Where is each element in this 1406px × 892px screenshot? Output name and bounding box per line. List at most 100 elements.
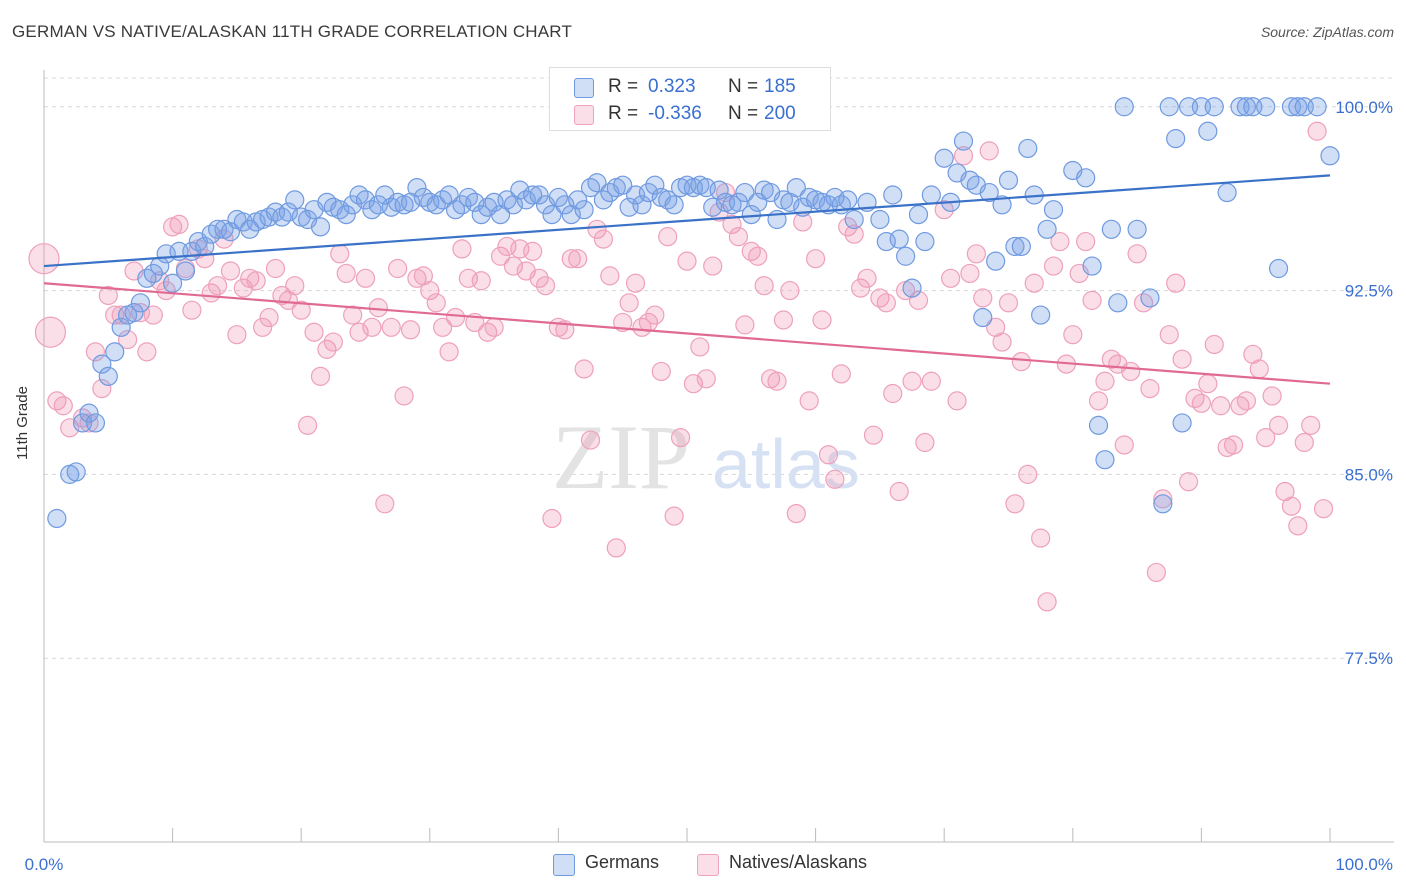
german-point [883,185,903,205]
native-point [246,271,266,291]
german-point [1320,146,1340,166]
native-point [1178,472,1199,492]
native-point [780,280,800,301]
native-point [1063,325,1083,345]
native-point [1281,496,1302,516]
native-point [1043,256,1064,276]
native-point [330,244,350,264]
y-tick-label: 92.5% [1345,282,1393,301]
native-point [1268,415,1289,435]
german-point [574,200,594,220]
native-point [1050,231,1070,252]
points-layer [28,97,1340,612]
native-point [156,280,176,301]
native-point [876,293,896,313]
german-point [1011,236,1031,257]
german-point [1268,258,1289,279]
native-point [420,280,440,301]
native-point [1121,361,1141,382]
native-point [349,322,369,342]
german-point [587,173,607,193]
german-point [568,190,588,210]
german-point [355,190,376,210]
german-point [1082,256,1102,276]
y-tick-label: 77.5% [1345,649,1393,668]
german-point [285,190,305,210]
x-tick-label: 100.0% [1335,855,1393,874]
german-point [523,185,543,205]
native-point [381,317,401,337]
german-point [703,197,723,217]
native-point [1153,489,1173,509]
german-point [336,204,356,225]
native-point [606,538,626,558]
native-point [1301,415,1321,435]
native-point [253,317,273,337]
native-point [580,430,601,450]
german-point [870,209,890,230]
german-point [1088,415,1109,435]
legend-row-natives: R = -0.336 N = 200 [550,101,830,127]
native-point [388,258,408,279]
native-point [1307,121,1327,141]
native-point [227,325,247,345]
german-point [1140,288,1160,308]
native-point [960,263,980,284]
native-point [1211,396,1231,416]
native-point [619,293,639,313]
german-point [124,303,144,323]
native-point [600,266,620,286]
native-point [921,371,941,391]
native-point [92,379,112,399]
source-label: Source: ZipAtlas.com [1260,24,1394,40]
native-point [1223,435,1244,455]
native-point [79,413,99,433]
native-point [973,288,993,308]
german-point [278,202,298,222]
native-point [587,219,607,239]
german-point [664,195,684,215]
native-point [1024,273,1044,293]
german-point [465,192,485,212]
german-point [66,462,86,482]
native-point [1011,352,1031,372]
native-point [883,383,903,404]
native-trend-line [43,282,1331,385]
native-point [523,241,543,261]
native-point [902,371,922,391]
german-point [632,195,652,215]
native-point [658,227,678,247]
native-point [844,224,864,244]
watermark-zip: ZIP [552,406,690,508]
native-point [452,239,472,259]
native-point [812,310,832,330]
bottom-legend-label-germans: Germans [585,852,660,872]
german-point [1108,293,1128,313]
watermark: ZIP atlas [552,406,860,508]
german-point [1114,97,1134,117]
german-point [175,261,196,281]
german-point [1037,219,1057,239]
german-point [1217,182,1237,203]
german-point [992,195,1012,215]
german-point [1236,97,1257,117]
german-point [645,175,665,195]
native-point [651,361,671,382]
native-point [1198,374,1218,394]
native-point [857,268,877,288]
native-point [285,276,305,296]
native-point [343,305,363,325]
german-point [748,192,768,212]
german-point [638,182,659,203]
german-point [908,204,929,225]
german-point [1204,97,1224,117]
native-point [317,339,337,359]
german-point [709,180,729,200]
german-point [79,403,99,423]
native-point [818,445,839,465]
german-point [593,190,614,210]
german-point [1307,97,1327,117]
german-point [471,204,491,225]
german-point [1043,200,1064,220]
